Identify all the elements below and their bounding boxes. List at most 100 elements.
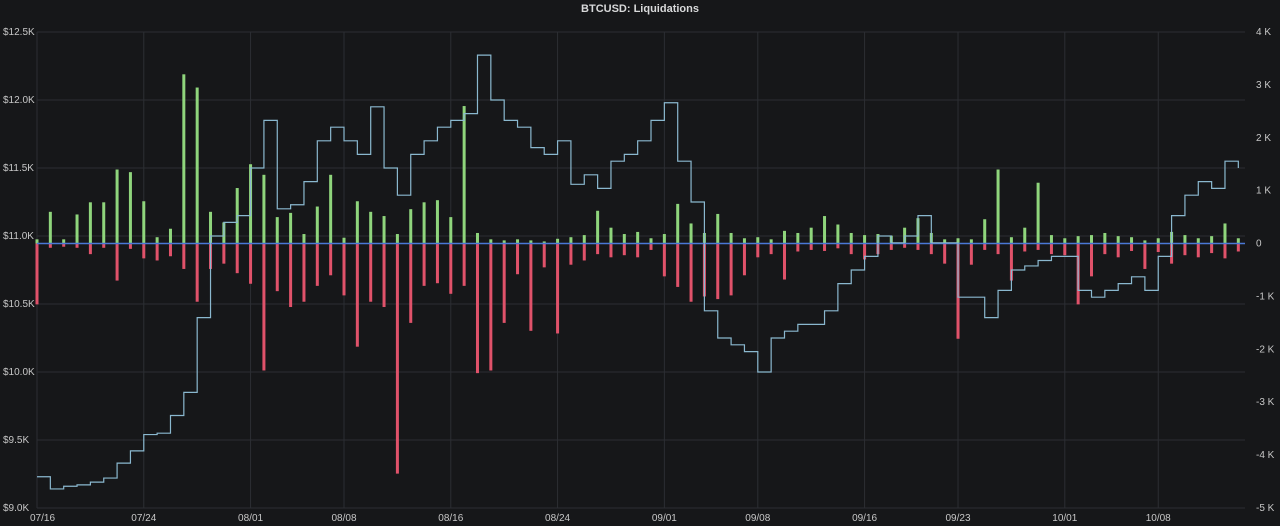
long-liquidation-bar: [142, 243, 146, 259]
short-liquidation-bar: [1156, 238, 1160, 244]
x-tick-label: 08/16: [438, 513, 463, 524]
short-liquidation-bar: [395, 234, 399, 244]
short-liquidation-bar: [556, 238, 560, 244]
y-left-tick-label: $11.0K: [3, 231, 34, 242]
short-liquidation-bar: [142, 201, 146, 244]
short-liquidation-bar: [956, 238, 960, 244]
long-liquidation-bar: [1223, 243, 1227, 259]
short-liquidation-bar: [369, 211, 373, 244]
long-liquidation-bar: [449, 243, 453, 294]
long-liquidation-bar: [996, 243, 1000, 255]
short-liquidation-bar: [769, 239, 773, 244]
long-liquidation-bar: [1023, 243, 1027, 252]
long-liquidation-bar: [636, 243, 640, 258]
y-left-tick-label: $12.5K: [3, 27, 35, 38]
long-liquidation-bar: [969, 243, 973, 265]
short-liquidation-bar: [1103, 232, 1107, 244]
long-liquidation-bar: [716, 243, 720, 300]
long-liquidation-bar: [742, 243, 746, 276]
short-liquidation-bar: [796, 232, 800, 244]
y-left-tick-label: $9.5K: [3, 435, 29, 446]
x-tick-label: 09/23: [946, 513, 971, 524]
short-liquidation-bar: [636, 231, 640, 244]
long-liquidation-bar: [329, 243, 333, 276]
short-liquidation-bar: [756, 237, 760, 244]
short-liquidation-bar: [1236, 238, 1240, 244]
x-tick-label: 10/01: [1052, 513, 1077, 524]
long-liquidation-bar: [943, 243, 947, 264]
long-liquidation-bar: [1089, 243, 1093, 277]
short-liquidation-bar: [622, 234, 626, 244]
long-liquidation-bar: [1130, 243, 1134, 251]
long-liquidation-bar: [1049, 243, 1053, 255]
long-liquidation-bar: [796, 243, 800, 252]
y-right-tick-label: 3 K: [1256, 80, 1271, 91]
long-liquidation-bar: [369, 243, 373, 302]
long-liquidation-bar: [836, 243, 840, 249]
y-left-tick-label: $11.5K: [3, 163, 34, 174]
long-liquidation-bar: [1063, 243, 1067, 256]
short-liquidation-bar: [1196, 238, 1200, 244]
short-liquidation-bar: [275, 217, 279, 244]
short-liquidation-bar: [596, 210, 600, 244]
long-liquidation-bar: [302, 243, 306, 302]
long-liquidation-bar: [676, 243, 680, 287]
long-liquidation-bar: [262, 243, 266, 371]
chart-title: BTCUSD: Liquidations: [581, 3, 699, 15]
short-liquidation-bar: [342, 237, 346, 244]
long-liquidation-bar: [809, 243, 813, 250]
short-liquidation-bar: [1063, 238, 1067, 244]
x-tick-label: 08/24: [545, 513, 570, 524]
long-liquidation-bar: [1196, 243, 1200, 258]
price-line: [37, 54, 1239, 490]
long-liquidation-bar: [863, 243, 867, 260]
short-liquidation-bar: [836, 224, 840, 244]
long-liquidation-bar: [195, 243, 199, 302]
short-liquidation-bar: [729, 232, 733, 244]
long-liquidation-bar: [756, 243, 760, 258]
long-liquidation-bar: [916, 243, 920, 250]
long-liquidation-bar: [315, 243, 319, 286]
short-liquidation-bar: [569, 237, 573, 244]
short-liquidation-bar: [823, 216, 827, 244]
x-tick-label: 07/24: [131, 513, 156, 524]
y-left-tick-label: $12.0K: [3, 95, 35, 106]
short-liquidation-bar: [983, 219, 987, 244]
long-liquidation-bar: [155, 243, 159, 261]
long-liquidation-bar: [1183, 243, 1187, 256]
short-liquidation-bar: [382, 216, 386, 244]
short-liquidation-bar: [1049, 235, 1053, 244]
short-liquidation-bar: [422, 202, 426, 244]
long-liquidation-bar: [88, 243, 92, 255]
long-liquidation-bar: [849, 243, 853, 255]
long-liquidation-bar: [649, 243, 653, 250]
short-liquidation-bar: [782, 230, 786, 244]
y-right-tick-label: 2 K: [1256, 133, 1271, 144]
short-liquidation-bar: [1116, 236, 1120, 244]
long-liquidation-bar: [222, 243, 226, 264]
long-liquidation-bar: [983, 243, 987, 250]
x-tick-label: 08/08: [331, 513, 356, 524]
short-liquidation-bar: [489, 239, 493, 244]
long-liquidation-bar: [516, 243, 520, 275]
long-liquidation-bar: [382, 243, 386, 308]
long-liquidation-bar: [128, 243, 132, 249]
short-liquidation-bar: [329, 174, 333, 244]
short-liquidation-bar: [742, 238, 746, 244]
short-liquidation-bar: [1130, 237, 1134, 244]
long-liquidation-bar: [462, 243, 466, 286]
long-liquidation-bar: [102, 243, 106, 248]
short-liquidation-bar: [849, 232, 853, 244]
long-liquidation-bar: [275, 243, 279, 292]
short-liquidation-bar: [582, 235, 586, 244]
long-liquidation-bar: [435, 243, 439, 284]
short-liquidation-bar: [289, 212, 293, 244]
y-right-tick-label: -5 K: [1256, 503, 1275, 514]
long-liquidation-bar: [75, 243, 79, 248]
y-left-tick-label: $10.5K: [3, 299, 35, 310]
short-liquidation-bar: [102, 202, 106, 244]
long-liquidation-bar: [35, 243, 39, 305]
long-liquidation-bar: [475, 243, 479, 374]
